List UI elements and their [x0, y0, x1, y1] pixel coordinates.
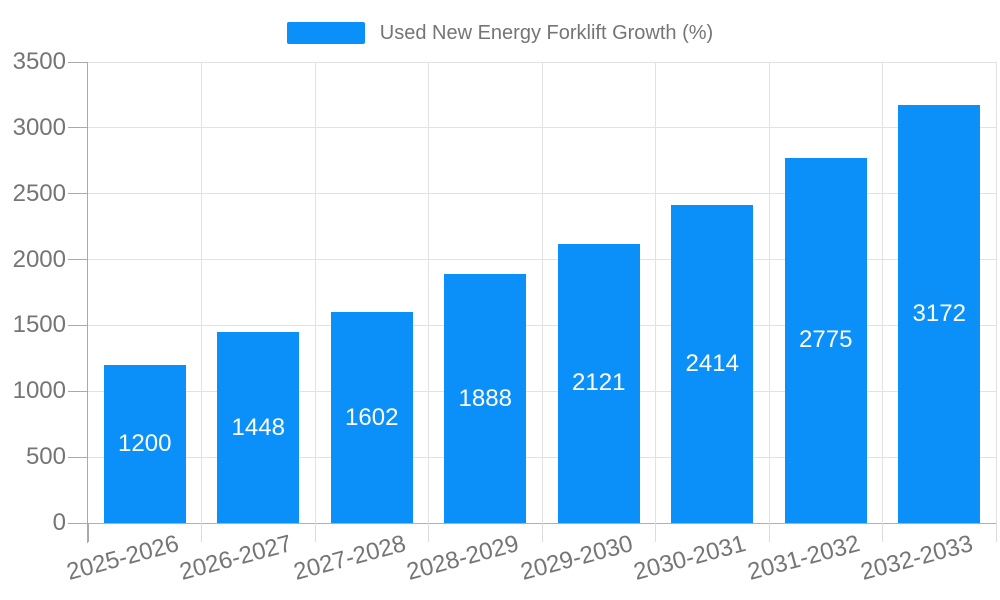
bar-2029-2030[interactable]: 2121: [557, 243, 640, 523]
bar-value-label: 1888: [458, 384, 512, 412]
y-axis-tick: [68, 61, 87, 63]
bar-value-label: 2121: [572, 369, 626, 397]
x-axis-tick: [201, 523, 202, 542]
y-axis-tick: [68, 193, 87, 195]
y-axis-tick: [68, 127, 87, 129]
y-tick-label: 0: [52, 509, 66, 536]
y-axis-tick: [68, 522, 87, 524]
x-axis-tick: [768, 523, 770, 542]
legend-swatch: [286, 22, 365, 44]
bar-2025-2026[interactable]: 1200: [103, 364, 186, 523]
x-axis-tick: [995, 523, 997, 542]
bar-value-label: 2414: [685, 350, 739, 378]
y-axis-tick: [68, 456, 87, 458]
bar-2026-2027[interactable]: 1448: [217, 332, 300, 523]
bar-value-label: 3172: [912, 300, 966, 328]
v-gridline: [201, 62, 202, 523]
legend-label: Used New Energy Forklift Growth (%): [379, 21, 714, 44]
bar-2031-2032[interactable]: 2775: [784, 157, 867, 523]
bar-value-label: 1448: [231, 413, 285, 441]
bar-2030-2031[interactable]: 2414: [671, 205, 754, 523]
y-tick-label: 1500: [12, 311, 66, 339]
x-axis-tick: [541, 523, 543, 542]
v-gridline: [995, 62, 997, 523]
y-axis-tick: [68, 259, 87, 261]
v-gridline: [655, 62, 656, 523]
bar-value-label: 2775: [799, 326, 853, 354]
bar-value-label: 1602: [345, 403, 399, 431]
v-gridline: [882, 62, 883, 523]
x-axis-tick: [655, 523, 656, 542]
y-axis-tick: [68, 390, 87, 392]
x-axis-tick: [87, 523, 89, 542]
y-tick-label: 3000: [12, 113, 66, 141]
y-tick-label: 3500: [12, 48, 66, 75]
bar-2028-2029[interactable]: 1888: [444, 274, 527, 523]
v-gridline: [768, 62, 770, 523]
y-axis-line: [87, 62, 88, 543]
y-tick-label: 500: [25, 443, 66, 471]
v-gridline: [314, 62, 316, 523]
plot-area: 0 500 1000 1500 2000 2500 3000 3500 1200 1448 1602…: [13, 49, 997, 586]
v-gridline: [428, 62, 429, 523]
v-gridline: [541, 62, 543, 523]
x-axis-tick: [314, 523, 316, 542]
y-axis-tick: [68, 324, 87, 326]
bar-2027-2028[interactable]: 1602: [330, 312, 413, 523]
legend-item[interactable]: Used New Energy Forklift Growth (%): [0, 20, 1000, 46]
bar-value-label: 1200: [118, 429, 172, 457]
y-tick-label: 2500: [12, 179, 66, 207]
y-tick-label: 2000: [12, 245, 66, 273]
y-tick-label: 1000: [12, 377, 66, 405]
x-axis-tick: [428, 523, 429, 542]
bar-2032-2033[interactable]: 3172: [898, 105, 981, 523]
x-axis-tick: [882, 523, 883, 542]
